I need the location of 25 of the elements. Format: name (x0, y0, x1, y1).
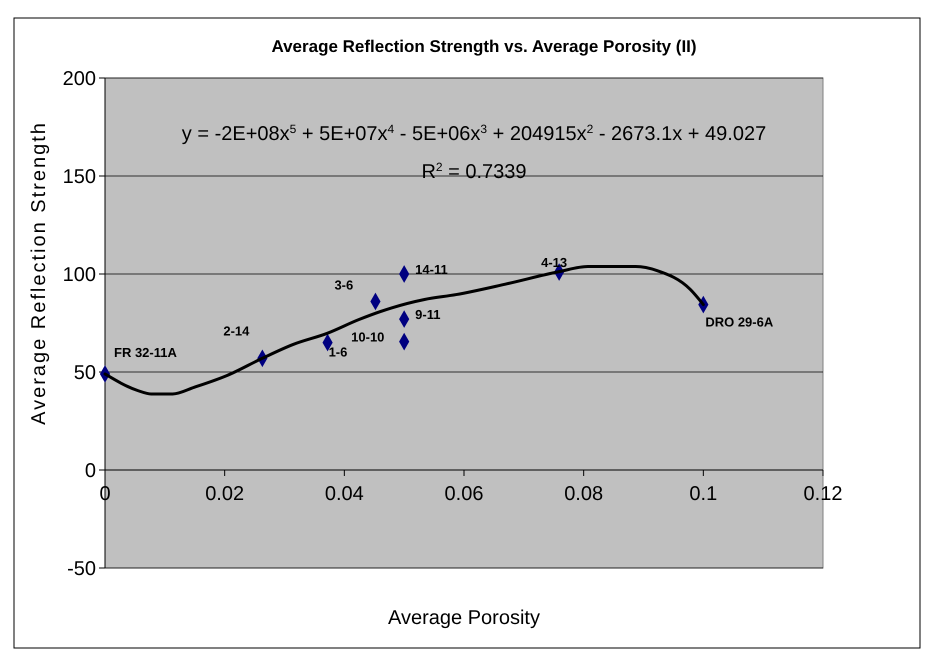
annotation: 14-11 (415, 262, 448, 277)
y-tick-label: 150 (62, 166, 96, 188)
annotation: 4-13 (541, 255, 568, 270)
annotation: FR 32-11A (114, 344, 178, 360)
y-tick-label: -50 (67, 558, 96, 580)
x-tick-label: 0.12 (804, 483, 842, 505)
annotation: 1-6 (328, 344, 348, 360)
x-tick-label: 0.02 (205, 483, 244, 505)
annotation: 10-10 (351, 330, 384, 345)
y-tick-label: 50 (74, 362, 96, 384)
annotation: 9-11 (415, 307, 440, 322)
x-tick-label: 0.06 (444, 483, 484, 505)
y-tick-label: 0 (84, 460, 96, 482)
x-axis-title: Average Porosity (388, 607, 540, 629)
x-tick-label: 0.04 (324, 483, 364, 505)
x-tick-label: 0.08 (564, 483, 604, 505)
annotation: 2-14 (223, 323, 250, 338)
text: y = -2E+08x$^{5}$ + 5E+07x$^{4}$ - 5E+06x$^{3}$ + 204915x$^{2}$ - 2673.1x + 49.027 (182, 122, 766, 145)
annotation: 3-6 (334, 277, 354, 292)
y-tick-label: 200 (62, 68, 96, 90)
y-axis-title: Average Reflection Strength (28, 121, 50, 425)
annotation: DRO 29-6A (705, 314, 774, 330)
chart-title: Average Reflection Strength vs. Average Porosity (II) (271, 37, 697, 56)
y-tick-label: 100 (62, 264, 96, 286)
x-tick-label: 0.1 (689, 483, 718, 505)
